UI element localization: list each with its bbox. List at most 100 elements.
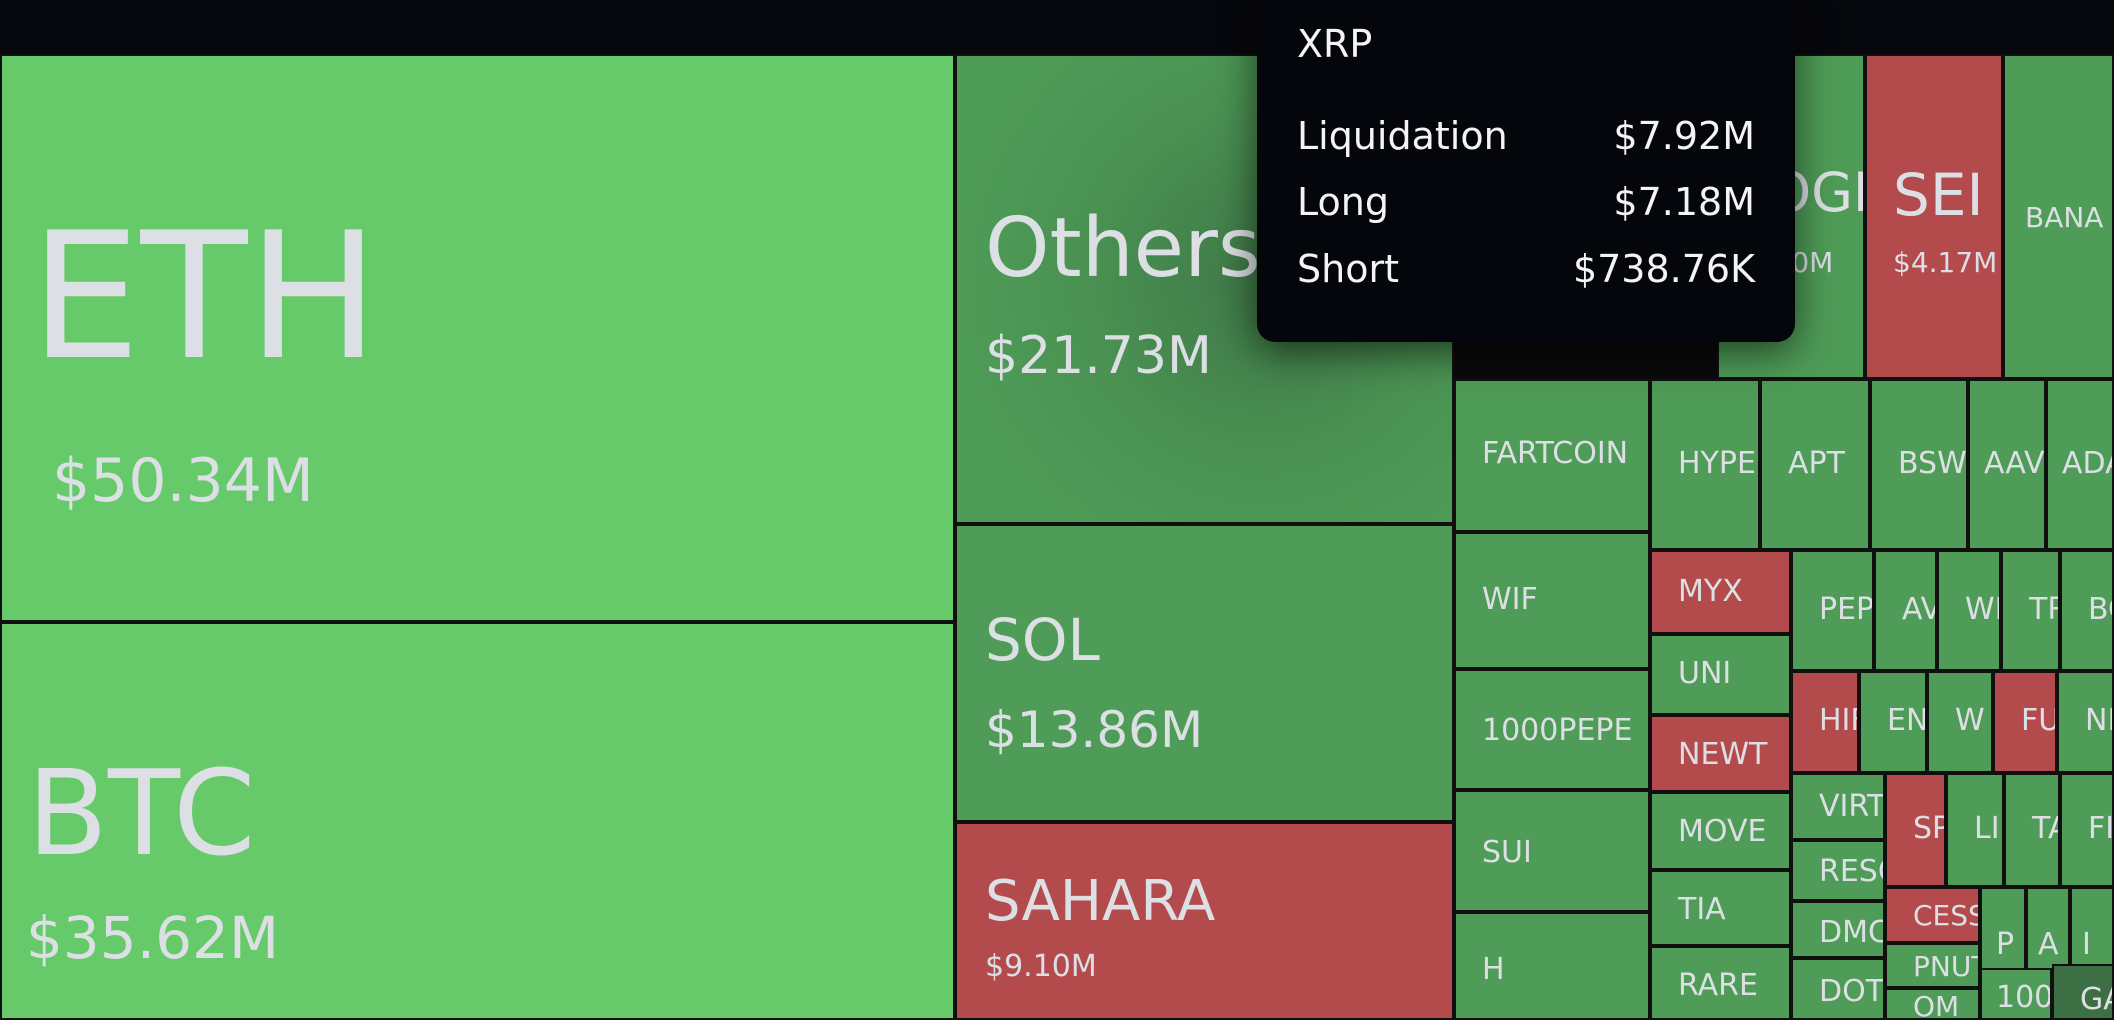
tile-value: $4.17M	[1893, 246, 1998, 279]
tile-symbol: AVAX	[1902, 592, 1937, 627]
tile-symbol: ETH	[30, 196, 380, 399]
tile-symbol: TRX	[2029, 592, 2058, 627]
treemap-tile-dot[interactable]: DOT	[1791, 958, 1885, 1020]
tile-symbol: A	[2038, 927, 2059, 962]
treemap-tile-newt[interactable]: NEWT	[1650, 715, 1791, 792]
tile-symbol: CESS	[1913, 899, 1980, 932]
treemap-tile-ga[interactable]: GA	[2052, 964, 2114, 1020]
tile-symbol: SPX	[1913, 811, 1944, 846]
tile-symbol: WLD	[1965, 592, 1999, 627]
top-bar	[0, 0, 2114, 54]
tooltip-row-long: Long $7.18M	[1297, 180, 1755, 230]
tile-symbol: DMC	[1819, 915, 1885, 950]
tile-symbol: BCH	[2088, 592, 2112, 627]
tooltip-label: Liquidation	[1297, 114, 1508, 158]
tooltip-value: $738.76K	[1572, 247, 1755, 291]
treemap-tile-myx[interactable]: MYX	[1650, 550, 1791, 634]
tile-symbol: FIL	[2088, 811, 2114, 846]
treemap-tile-fun[interactable]: FUN	[1993, 671, 2057, 773]
treemap-tile-tia[interactable]: TIA	[1650, 870, 1791, 946]
treemap-tile-w[interactable]: W	[1927, 671, 1993, 773]
treemap-tile-eth[interactable]: ETH $50.34M	[0, 54, 955, 622]
treemap-tile-resolv[interactable]: RESOLV	[1791, 840, 1885, 901]
tile-value: $50.34M	[52, 446, 314, 516]
treemap-tile-pepe[interactable]: PEPE	[1791, 550, 1874, 671]
tile-symbol: PEPE	[1819, 592, 1874, 627]
tile-symbol: 100	[1996, 980, 2052, 1015]
tile-symbol: SAHARA	[985, 869, 1216, 934]
tile-symbol: P	[1996, 927, 2015, 962]
tile-symbol: HIFI	[1819, 703, 1857, 738]
tile-symbol: SEI	[1893, 161, 1984, 229]
treemap-tile-move[interactable]: MOVE	[1650, 792, 1791, 870]
treemap-tile-wif[interactable]: WIF	[1454, 532, 1650, 669]
treemap-tile-fil[interactable]: FIL	[2060, 773, 2114, 887]
tooltip-row-liquidation: Liquidation $7.92M	[1297, 114, 1755, 164]
tile-symbol: H	[1482, 952, 1505, 987]
treemap-tile-pnut[interactable]: PNUT	[1885, 943, 1980, 988]
treemap-tile-rare[interactable]: RARE	[1650, 946, 1791, 1020]
tile-symbol: MYX	[1678, 574, 1743, 609]
treemap-tile-bana[interactable]: BANA	[2003, 54, 2114, 379]
treemap-tile-near[interactable]: NEAR	[2057, 671, 2114, 773]
treemap-tile-wld[interactable]: WLD	[1937, 550, 2001, 671]
tile-value: $9.10M	[985, 949, 1097, 984]
treemap-tile-100[interactable]: 100	[1980, 968, 2052, 1020]
treemap-tile-bch[interactable]: BCH	[2060, 550, 2114, 671]
tile-symbol: WIF	[1482, 582, 1538, 617]
treemap-tile-avax[interactable]: AVAX	[1874, 550, 1937, 671]
tile-symbol: SOL	[985, 606, 1100, 674]
treemap-tile-ada[interactable]: ADA	[2046, 379, 2114, 550]
tile-symbol: ADA	[2062, 446, 2112, 481]
tooltip-row-short: Short $738.76K	[1297, 247, 1755, 297]
tile-symbol: RARE	[1678, 968, 1758, 1003]
tile-symbol: MOVE	[1678, 814, 1767, 849]
treemap-tile-aave[interactable]: AAVE	[1968, 379, 2046, 550]
treemap-tile-bsw[interactable]: BSW	[1870, 379, 1968, 550]
treemap-tile-om[interactable]: OM	[1885, 988, 1980, 1020]
tile-symbol: LINK	[1974, 811, 2002, 846]
treemap-tile-1000pepe[interactable]: 1000PEPE	[1454, 669, 1650, 790]
tile-symbol: BSW	[1898, 446, 1967, 481]
treemap-tile-sui[interactable]: SUI	[1454, 790, 1650, 912]
tile-symbol: 1000PEPE	[1482, 713, 1633, 748]
tile-symbol: TAO	[2032, 811, 2058, 846]
tooltip-label: Short	[1297, 247, 1399, 291]
tile-symbol: BTC	[27, 744, 256, 882]
treemap-tile-apt[interactable]: APT	[1760, 379, 1870, 550]
tile-symbol: HYPE	[1678, 446, 1756, 481]
treemap-tile-hype[interactable]: HYPE	[1650, 379, 1760, 550]
treemap-tile-btc[interactable]: BTC $35.62M	[0, 622, 955, 1020]
liquidation-treemap[interactable]: ETH $50.34M BTC $35.62M Others $21.73M SOL $13.…	[0, 54, 2114, 1020]
tile-symbol: BANA	[2025, 201, 2104, 234]
treemap-tile-tao[interactable]: TAO	[2004, 773, 2060, 887]
tile-symbol: TIA	[1678, 892, 1726, 927]
treemap-tile-sol[interactable]: SOL $13.86M	[955, 524, 1454, 822]
tooltip-value: $7.18M	[1613, 180, 1755, 224]
treemap-tile-h[interactable]: H	[1454, 912, 1650, 1020]
treemap-tile-sei[interactable]: SEI $4.17M	[1865, 54, 2003, 379]
tile-symbol: W	[1955, 703, 1985, 738]
treemap-tile-virtual[interactable]: VIRTUAL	[1791, 773, 1885, 840]
treemap-tile-uni[interactable]: UNI	[1650, 634, 1791, 715]
tile-symbol: ENA	[1887, 703, 1927, 738]
tile-symbol: RESOLV	[1819, 854, 1883, 889]
tile-symbol: FARTCOIN	[1482, 436, 1629, 471]
tile-symbol: FUN	[2021, 703, 2055, 738]
treemap-tile-dmc[interactable]: DMC	[1791, 901, 1885, 958]
treemap-tile-ena[interactable]: ENA	[1859, 671, 1927, 773]
treemap-tile-spx[interactable]: SPX	[1885, 773, 1946, 887]
tile-symbol: OM	[1913, 990, 1960, 1020]
treemap-tile-fartcoin[interactable]: FARTCOIN	[1454, 379, 1650, 532]
tile-symbol: PNUT	[1913, 950, 1978, 983]
tile-symbol: GA	[2080, 982, 2112, 1017]
tile-symbol: Others	[985, 201, 1261, 296]
treemap-tile-link[interactable]: LINK	[1946, 773, 2004, 887]
treemap-tile-cess[interactable]: CESS	[1885, 887, 1980, 943]
tile-symbol: DOT	[1819, 974, 1885, 1009]
treemap-tile-hifi[interactable]: HIFI	[1791, 671, 1859, 773]
tile-symbol: APT	[1788, 446, 1845, 481]
treemap-tile-trx[interactable]: TRX	[2001, 550, 2060, 671]
treemap-tile-sahara[interactable]: SAHARA $9.10M	[955, 822, 1454, 1020]
tooltip-label: Long	[1297, 180, 1389, 224]
